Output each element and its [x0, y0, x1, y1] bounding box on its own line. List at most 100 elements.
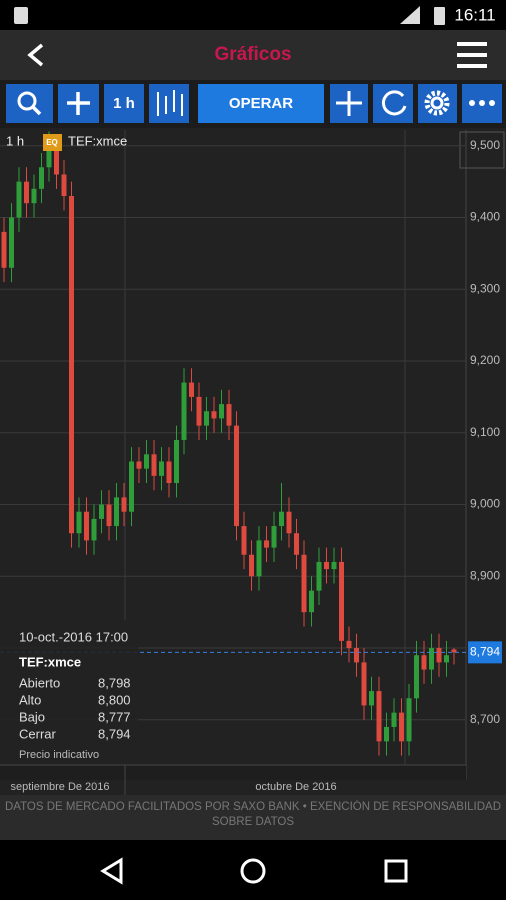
status-icon	[14, 7, 28, 24]
nav-back[interactable]	[100, 857, 123, 885]
candle-body	[106, 504, 112, 527]
footer-box: DATOS DE MERCADO FACILITADOS POR SAXO BA…	[4, 801, 502, 828]
candle-body	[279, 511, 284, 527]
crosshair-icon	[336, 91, 362, 116]
info-datetime: 10-oct.-2016 17:00	[19, 629, 128, 644]
candle-body	[159, 461, 164, 476]
trade-label: OPERAR	[229, 95, 293, 112]
current-price-label: 8,794	[470, 645, 500, 659]
candle-body	[144, 454, 149, 469]
info-value: 8,794	[98, 726, 131, 741]
menu-button[interactable]	[457, 42, 487, 68]
header	[0, 30, 506, 80]
candle-body	[39, 167, 44, 189]
info-value: 8,800	[98, 692, 131, 707]
candle-body	[16, 181, 22, 218]
candle-body	[451, 649, 457, 653]
nav-bar	[0, 840, 506, 900]
nav-recents[interactable]	[384, 859, 408, 883]
candle-body	[361, 662, 367, 706]
refresh-button[interactable]	[373, 84, 413, 123]
y-tick-label: 9,100	[470, 425, 500, 439]
info-note: Precio indicativo	[19, 749, 99, 761]
disclaimer: DATOS DE MERCADO FACILITADOS POR SAXO BA…	[4, 801, 502, 828]
candle-body	[414, 655, 419, 699]
signal-icon	[400, 6, 420, 24]
candle-body	[376, 691, 382, 742]
candle-body	[331, 561, 337, 570]
candle-body	[31, 188, 37, 204]
candle-body	[406, 698, 412, 742]
info-key: Bajo	[19, 709, 45, 724]
candle-body	[46, 145, 52, 168]
candle-body	[9, 217, 14, 268]
candle-body	[316, 561, 322, 591]
candle-body	[84, 511, 89, 541]
trade-button[interactable]	[198, 84, 324, 123]
candle-body	[151, 454, 157, 476]
candle-body	[129, 461, 134, 512]
y-tick-label: 9,400	[470, 210, 500, 224]
search-icon	[31, 105, 42, 116]
candle-body	[211, 411, 217, 419]
candle-body	[61, 174, 67, 197]
add-icon	[67, 92, 90, 115]
candle-body	[346, 640, 352, 649]
candle-body	[1, 231, 7, 268]
badge	[43, 134, 62, 151]
candle-body	[286, 511, 292, 534]
header-title: Gráficos	[214, 44, 291, 65]
candle-body	[204, 411, 209, 426]
candle-body	[399, 712, 404, 742]
chart-interval: 1 h	[6, 133, 24, 148]
candle-body	[421, 655, 427, 670]
candle-body	[429, 648, 434, 670]
footer	[0, 795, 506, 840]
y-tick-label: 9,000	[470, 497, 500, 511]
candle-body	[121, 497, 127, 512]
candle-body	[114, 497, 119, 527]
candle-body	[234, 425, 239, 527]
candle-body	[241, 526, 247, 555]
search-icon	[17, 91, 37, 111]
info-key: Cerrar	[19, 726, 57, 741]
chart-type-icon	[157, 90, 183, 116]
candle-body	[24, 181, 29, 204]
candle-body	[264, 540, 269, 548]
candle-body	[249, 554, 254, 577]
candle-body	[339, 561, 344, 641]
current-price-box	[468, 641, 502, 664]
battery-icon	[434, 7, 445, 25]
info-panel	[0, 626, 138, 762]
candle-body	[99, 504, 104, 519]
candle-body	[256, 540, 262, 577]
candle-body	[226, 404, 232, 426]
candle-body	[391, 712, 397, 727]
candle-body	[444, 655, 449, 663]
candle-body	[301, 554, 307, 613]
candle-body	[271, 526, 277, 548]
y-tick-label: 8,900	[470, 568, 500, 582]
candle-body	[136, 461, 142, 469]
candle-body	[91, 518, 97, 541]
search-button[interactable]	[6, 84, 53, 123]
badge-label: EQ	[46, 138, 58, 147]
settings-icon	[430, 96, 444, 110]
nav-home[interactable]	[240, 858, 266, 884]
y-tick-label: 9,200	[470, 353, 500, 367]
status-bar	[0, 0, 506, 30]
interval-button[interactable]	[104, 84, 144, 123]
candle-body	[369, 691, 374, 706]
clock: 16:11	[454, 5, 495, 24]
candle-body	[166, 461, 172, 484]
back-button[interactable]	[27, 43, 44, 67]
candle-body	[189, 382, 194, 397]
month-label: octubre De 2016	[255, 781, 336, 793]
zoom-button[interactable]	[459, 131, 505, 169]
candle-body	[174, 439, 179, 484]
settings-button[interactable]	[418, 84, 457, 123]
candle-body	[69, 196, 74, 534]
x-axis	[0, 765, 466, 780]
